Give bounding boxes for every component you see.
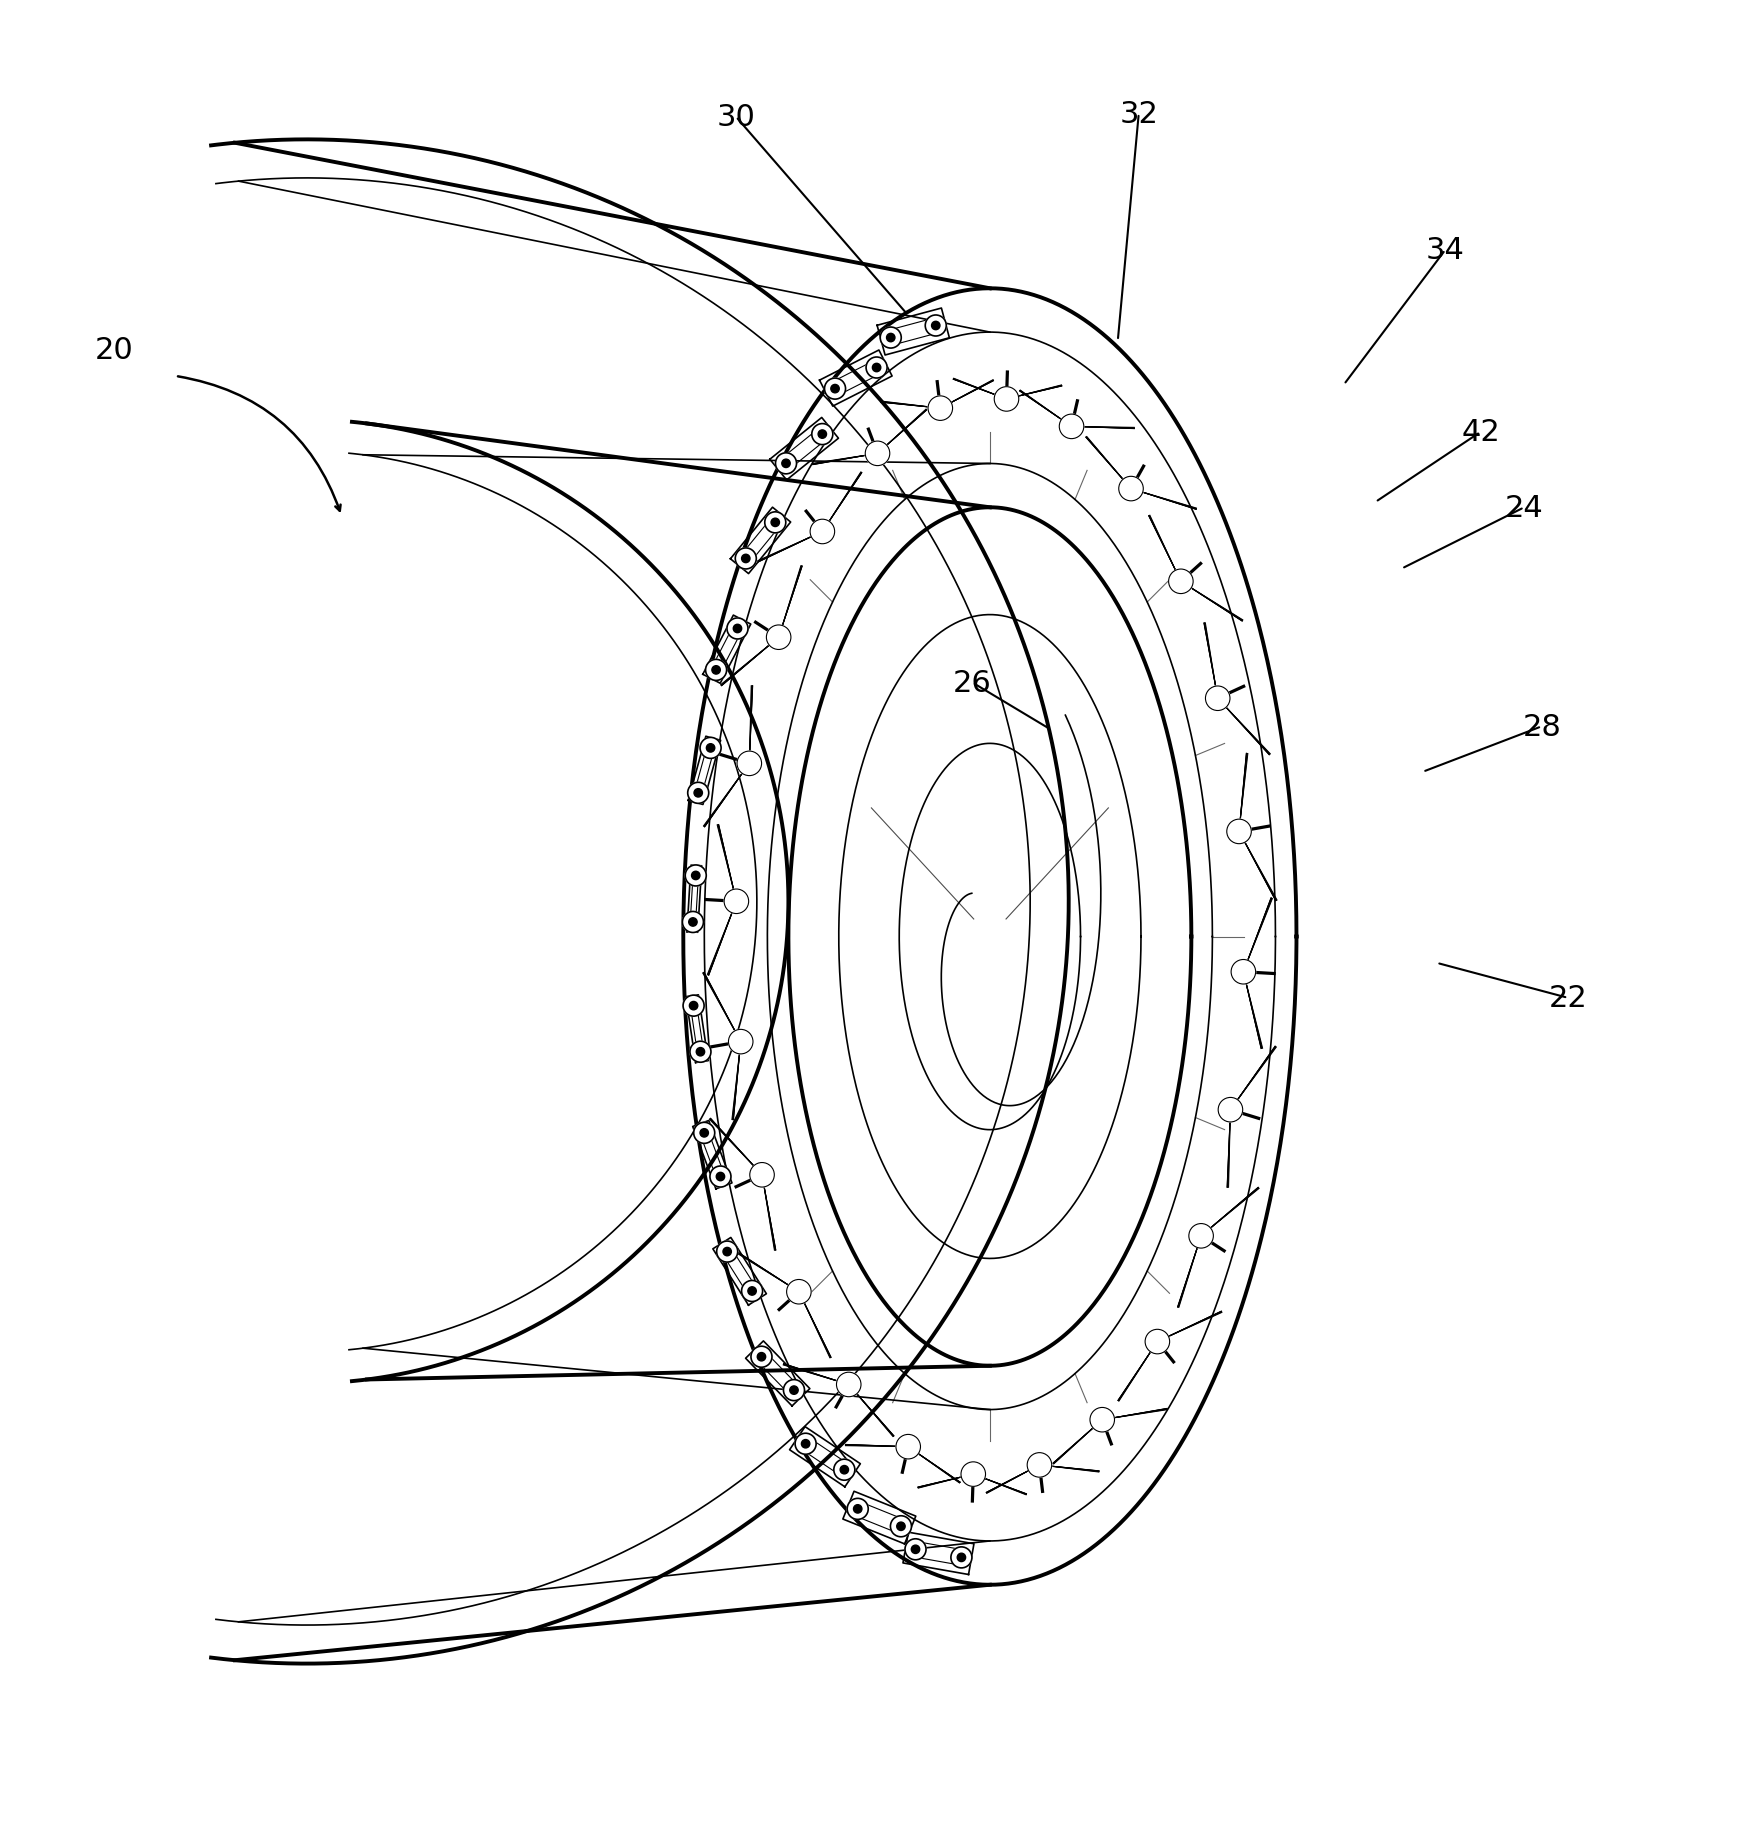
Circle shape <box>853 1504 862 1513</box>
Circle shape <box>694 1124 715 1144</box>
Circle shape <box>783 1379 804 1401</box>
Circle shape <box>1218 1098 1242 1122</box>
Circle shape <box>706 660 727 680</box>
Circle shape <box>841 1466 848 1475</box>
Circle shape <box>694 789 703 798</box>
Circle shape <box>825 379 846 399</box>
Circle shape <box>781 460 790 469</box>
Circle shape <box>897 1523 906 1530</box>
Circle shape <box>766 625 790 651</box>
Circle shape <box>795 1433 816 1455</box>
Text: 42: 42 <box>1461 417 1500 447</box>
Circle shape <box>729 1030 753 1054</box>
Circle shape <box>689 918 697 927</box>
Circle shape <box>1027 1453 1051 1477</box>
Circle shape <box>771 519 780 528</box>
Circle shape <box>1190 1225 1214 1249</box>
Circle shape <box>895 1434 920 1458</box>
Text: 30: 30 <box>717 103 755 132</box>
Circle shape <box>887 335 895 342</box>
Circle shape <box>925 316 946 337</box>
Circle shape <box>724 1247 731 1256</box>
Circle shape <box>734 625 741 633</box>
Circle shape <box>766 513 787 533</box>
Circle shape <box>683 912 704 932</box>
Text: 32: 32 <box>1120 99 1158 129</box>
Text: 26: 26 <box>953 669 992 697</box>
Circle shape <box>685 866 706 886</box>
Circle shape <box>830 384 839 394</box>
Circle shape <box>683 995 704 1017</box>
Circle shape <box>809 520 834 544</box>
Circle shape <box>790 1387 799 1394</box>
Circle shape <box>801 1440 809 1447</box>
Circle shape <box>834 1460 855 1480</box>
Circle shape <box>962 1462 986 1486</box>
Circle shape <box>818 430 827 440</box>
Text: 24: 24 <box>1505 493 1544 522</box>
Circle shape <box>717 1241 738 1262</box>
Circle shape <box>690 1041 711 1063</box>
Circle shape <box>929 397 953 421</box>
Text: 28: 28 <box>1522 712 1561 741</box>
Circle shape <box>811 425 832 445</box>
Circle shape <box>1226 820 1251 844</box>
Circle shape <box>911 1545 920 1554</box>
Circle shape <box>717 1173 725 1181</box>
Circle shape <box>689 783 710 804</box>
Circle shape <box>1090 1407 1114 1433</box>
Circle shape <box>836 1372 860 1398</box>
Text: 22: 22 <box>1549 984 1587 1013</box>
Text: 34: 34 <box>1426 235 1465 265</box>
Circle shape <box>738 752 762 776</box>
Circle shape <box>711 666 720 675</box>
Circle shape <box>906 1539 927 1559</box>
Circle shape <box>748 1287 757 1295</box>
Circle shape <box>689 1002 697 1010</box>
Circle shape <box>706 745 715 752</box>
Circle shape <box>776 454 797 474</box>
Circle shape <box>957 1554 965 1561</box>
Circle shape <box>993 388 1018 412</box>
Text: 20: 20 <box>95 337 133 364</box>
Circle shape <box>710 1166 731 1188</box>
Circle shape <box>1120 476 1144 502</box>
Circle shape <box>736 548 757 570</box>
Circle shape <box>865 359 887 379</box>
Circle shape <box>696 1048 704 1056</box>
Circle shape <box>1060 416 1084 440</box>
Circle shape <box>727 618 748 640</box>
Circle shape <box>741 555 750 563</box>
Circle shape <box>750 1162 774 1188</box>
Circle shape <box>701 1129 708 1138</box>
Circle shape <box>692 872 701 881</box>
Circle shape <box>872 364 881 373</box>
Circle shape <box>1146 1330 1170 1354</box>
Circle shape <box>848 1499 869 1519</box>
Circle shape <box>890 1515 911 1537</box>
Circle shape <box>701 737 722 760</box>
Circle shape <box>1232 960 1256 984</box>
Circle shape <box>1169 570 1193 594</box>
Circle shape <box>932 322 941 331</box>
Circle shape <box>1205 686 1230 712</box>
Circle shape <box>724 890 748 914</box>
Circle shape <box>757 1354 766 1361</box>
Circle shape <box>865 441 890 467</box>
Circle shape <box>752 1346 773 1368</box>
Circle shape <box>787 1280 811 1304</box>
Circle shape <box>741 1280 762 1302</box>
Circle shape <box>880 327 901 349</box>
Circle shape <box>951 1547 972 1569</box>
